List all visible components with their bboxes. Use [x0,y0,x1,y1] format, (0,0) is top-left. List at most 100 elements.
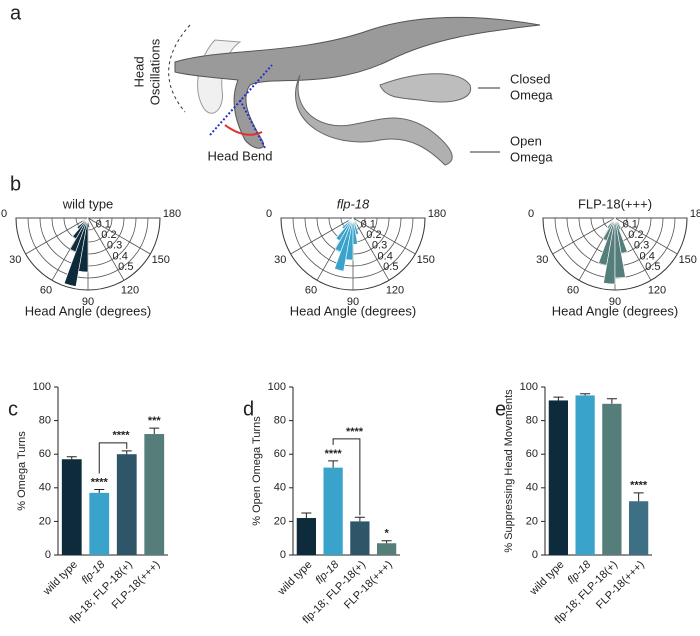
wedge [614,217,619,223]
diagram-label: Omega [510,87,553,102]
error-bar [580,393,591,396]
error-bar [301,512,312,519]
bar [61,459,82,555]
panel-label: c [8,398,18,420]
error-bar [328,460,339,468]
wedge [334,217,354,272]
angle-tick-label: 30 [536,254,548,266]
r-tick-label: 0.5 [383,261,398,273]
angle-tick-label: 0 [528,208,534,220]
worm-diagram: a Head Oscillations Head Bend Closed Ome… [10,2,553,166]
angle-tick-label: 60 [567,285,579,297]
worm-main [174,16,541,149]
y-tick-label: 100 [520,381,538,393]
error-bar [94,488,105,493]
angle-tick-label: 90 [609,296,621,308]
y-tick-label: 40 [274,482,286,494]
angle-tick-label: 120 [386,285,404,297]
y-axis-label: % Open Omega Turns [251,416,263,526]
angle-tick-label: 180 [428,208,446,220]
chart-title: FLP-18(+++) [578,196,652,211]
y-tick-label: 20 [274,515,286,527]
diagram-label: Open [510,133,542,148]
bracket-label: **** [346,426,364,438]
angle-tick-label: 30 [9,254,21,266]
spoke [352,217,416,255]
r-tick-label: 0.4 [378,250,393,262]
bar [296,518,317,555]
error-bar [121,450,132,455]
angle-tick-label: 30 [274,254,286,266]
diagram-label: Oscillations [147,38,162,105]
r-tick-label: 0.3 [372,240,387,252]
chart-title: wild type [62,196,114,211]
y-tick-label: 20 [526,515,538,527]
y-tick-label: 0 [45,549,51,561]
spoke [290,217,354,255]
angle-tick-label: 0 [266,208,272,220]
oscillation-arrow [168,24,191,113]
bar [548,400,569,555]
bar [628,501,649,555]
significance: **** [630,480,648,492]
angle-tick-label: 60 [40,285,52,297]
bracket-label: **** [112,430,130,442]
guide-line [239,99,266,149]
wedge [345,217,354,261]
error-bar [381,540,392,544]
angle-tick-label: 90 [82,296,94,308]
r-tick-label: 0.5 [118,261,133,273]
r-tick-label: 0.4 [113,250,128,262]
y-tick-label: 80 [274,415,286,427]
wedge [63,217,89,287]
angle-tick-label: 120 [121,285,139,297]
bar [89,492,110,555]
angle-tick-label: 0 [1,208,7,220]
significance: **** [325,448,343,460]
spoke [87,217,125,281]
x-tick-label: wild type [275,559,314,598]
diagram-label: Omega [510,149,553,164]
angle-tick-label: 180 [163,208,181,220]
x-axis-label: Head Angle (degrees) [25,303,151,318]
x-tick-label: wild type [40,559,79,598]
bar [575,395,595,555]
r-tick-label: 0.5 [645,261,660,273]
diagram-label: Head [131,56,146,87]
error-bar [606,398,617,404]
bar [144,434,165,555]
bracket [332,438,361,516]
y-tick-label: 100 [268,381,286,393]
bracket [98,442,128,474]
spoke [352,217,390,281]
wedge [78,217,89,273]
diagram-label: Head Bend [207,148,272,163]
bar [376,543,397,555]
x-axis-label: Head Angle (degrees) [290,303,416,318]
y-tick-label: 80 [526,415,538,427]
worm-open [294,74,453,166]
wedge [352,217,358,226]
bar [602,403,622,555]
bar [116,454,137,555]
y-tick-label: 80 [39,415,51,427]
angle-tick-label: 180 [690,208,700,220]
error-bar [633,492,644,502]
y-tick-label: 60 [526,448,538,460]
panel-label: a [10,2,22,24]
panel-label: b [10,173,21,195]
r-tick-label: 0.1 [361,219,376,231]
significance: * [384,528,389,540]
y-tick-label: 20 [39,515,51,527]
panel-label: d [243,398,254,420]
angle-arc [224,124,263,136]
y-tick-label: 0 [280,549,286,561]
angle-tick-label: 150 [679,254,697,266]
angle-tick-label: 150 [417,254,435,266]
diagram-label: Closed [510,71,550,86]
r-tick-label: 0.1 [623,219,638,231]
r-tick-label: 0.4 [640,250,655,262]
spoke [25,217,89,255]
error-bar [553,396,564,401]
